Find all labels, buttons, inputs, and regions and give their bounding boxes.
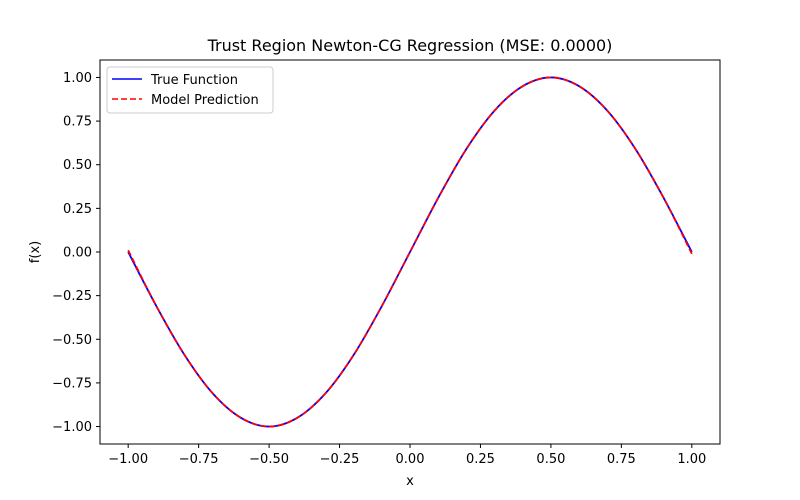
series-line-true-function bbox=[127, 76, 693, 428]
x-tick-label: 0.50 bbox=[536, 452, 565, 467]
y-tick-label: 0.00 bbox=[63, 246, 92, 261]
x-tick-label: −0.25 bbox=[320, 452, 360, 467]
y-tick-label: 0.25 bbox=[63, 202, 92, 217]
legend-frame bbox=[106, 66, 274, 114]
x-axis-ticks: −1.00 −0.75 −0.50 −0.25 0.00 0.25 0.50 0.75 1.00 bbox=[108, 444, 706, 467]
x-tick-label: −1.00 bbox=[108, 452, 148, 467]
x-axis-label: x bbox=[406, 474, 414, 489]
y-tick-label: 0.75 bbox=[63, 115, 92, 130]
series-layer bbox=[127, 76, 693, 428]
y-tick-label: −0.75 bbox=[52, 376, 92, 391]
legend-model-prediction-label: Model Prediction bbox=[151, 93, 259, 108]
legend-true-function-label: True Function bbox=[150, 73, 238, 88]
y-tick-label: −1.00 bbox=[52, 420, 92, 435]
y-tick-label: −0.25 bbox=[52, 289, 92, 304]
x-tick-label: 0.75 bbox=[607, 452, 636, 467]
x-tick-label: −0.75 bbox=[179, 452, 219, 467]
x-tick-label: 1.00 bbox=[677, 452, 706, 467]
x-tick-label: 0.25 bbox=[466, 452, 495, 467]
x-tick-label: 0.00 bbox=[396, 452, 425, 467]
y-axis-label: f(x) bbox=[28, 241, 43, 263]
legend: True Function Model Prediction bbox=[106, 66, 274, 114]
x-tick-label: −0.50 bbox=[249, 452, 289, 467]
y-tick-label: −0.50 bbox=[52, 333, 92, 348]
y-axis-ticks: −1.00 −0.75 −0.50 −0.25 0.00 0.25 0.50 0.75 1.00 bbox=[52, 71, 100, 435]
chart-title: Trust Region Newton-CG Regression (MSE: … bbox=[207, 36, 613, 55]
y-tick-label: 1.00 bbox=[63, 71, 92, 86]
y-tick-label: 0.50 bbox=[63, 158, 92, 173]
